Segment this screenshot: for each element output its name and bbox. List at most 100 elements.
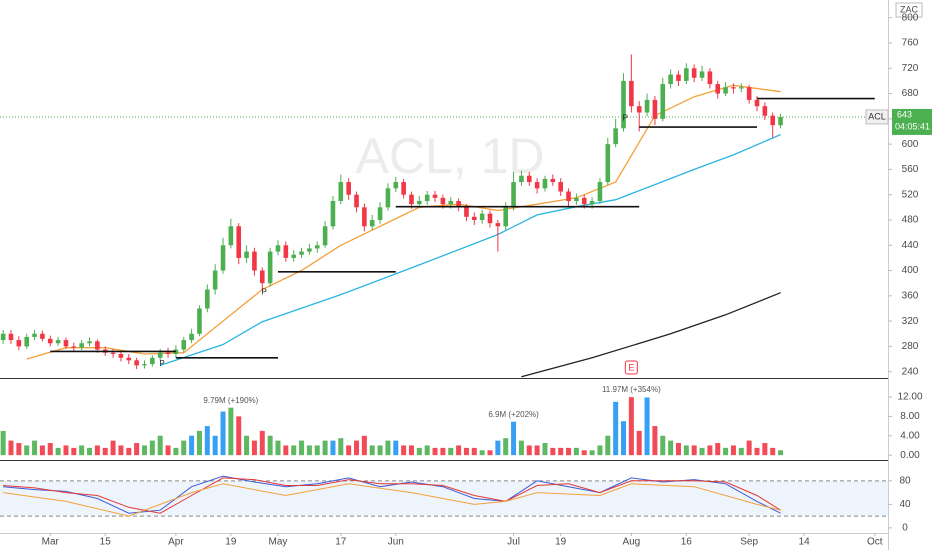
candle-body	[511, 182, 516, 208]
candle-body	[448, 201, 454, 205]
y-tick-label: 320	[902, 316, 919, 327]
candle-body	[181, 340, 187, 350]
volume-bar	[644, 397, 650, 456]
candle-body	[55, 340, 61, 344]
oscillator-line	[3, 475, 781, 514]
volume-bar	[495, 440, 501, 456]
candle-body	[393, 182, 399, 189]
volume-bar	[275, 440, 281, 456]
candle-body	[126, 357, 132, 361]
volume-bar	[55, 447, 61, 456]
candle-body	[715, 84, 721, 94]
volume-bar	[118, 445, 124, 456]
volume-bar	[369, 445, 375, 456]
candle-body	[134, 360, 139, 366]
candle-body	[322, 226, 328, 246]
volume-bar	[691, 445, 697, 456]
x-tick-label: Apr	[168, 537, 184, 548]
x-tick-label: 15	[100, 537, 112, 548]
candle-body	[157, 352, 163, 358]
candle-body	[71, 346, 77, 348]
candle-body	[47, 338, 53, 344]
volume-bar	[157, 435, 163, 456]
volume-bar	[63, 445, 69, 456]
candle-body	[267, 251, 273, 284]
volume-bar	[448, 447, 454, 456]
volume-bar	[699, 447, 705, 456]
x-tick-label: 17	[335, 537, 347, 548]
tag-box[interactable]	[895, 2, 923, 18]
pivot-marker: P	[159, 359, 164, 368]
volume-bar	[573, 447, 579, 456]
y-tick-label: 80	[899, 475, 911, 486]
candle-body	[566, 191, 571, 202]
x-tick-label: Sep	[740, 537, 758, 548]
volume-bar	[204, 426, 210, 456]
candle-body	[589, 201, 595, 205]
x-tick-label: Jul	[507, 537, 520, 548]
volume-bar	[746, 440, 752, 456]
candle-body	[684, 68, 689, 81]
y-tick-label: 8.00	[900, 411, 920, 422]
volume-bar	[267, 435, 273, 456]
candle-body	[142, 364, 147, 366]
candle-body	[574, 197, 579, 202]
candle-body	[770, 115, 776, 126]
candle-body	[762, 106, 768, 116]
volume-bar	[487, 450, 493, 456]
price-box	[892, 108, 932, 135]
y-tick-label: 40	[899, 499, 911, 510]
earnings-marker: E	[628, 362, 634, 372]
candle-body	[409, 194, 414, 205]
volume-bar	[16, 443, 22, 456]
volume-bar	[628, 397, 634, 456]
volume-bar	[683, 445, 689, 456]
candle-body	[754, 99, 760, 107]
volume-bar	[770, 447, 776, 456]
volume-bar	[408, 445, 414, 456]
candle-body	[259, 270, 265, 284]
volume-bar	[471, 447, 477, 456]
candle-body	[731, 87, 736, 89]
candle-body	[456, 201, 461, 208]
y-tick-label: 720	[902, 63, 919, 74]
volume-bar	[251, 440, 257, 456]
volume-bar	[165, 445, 171, 456]
candle-body	[205, 289, 210, 309]
volume-bar	[589, 450, 595, 456]
candle-body	[63, 340, 69, 347]
volume-annotation: 11.97M (+354%)	[602, 385, 661, 394]
y-tick-label: 360	[902, 290, 919, 301]
volume-bar	[526, 445, 532, 456]
watermark: ACL, 1D	[356, 128, 545, 184]
volume-bar	[754, 447, 760, 456]
y-tick-label: 4.00	[900, 430, 920, 441]
candle-body	[118, 353, 124, 358]
candle-body	[236, 226, 242, 258]
volume-bar	[322, 440, 328, 456]
candle-body	[283, 245, 289, 258]
candle-body	[660, 84, 666, 119]
volume-bar	[393, 440, 399, 456]
candle-body	[472, 216, 477, 220]
candle-body	[644, 99, 650, 113]
candle-body	[526, 175, 532, 183]
volume-bar	[432, 447, 438, 456]
volume-bar	[330, 440, 336, 456]
moving-average	[521, 292, 781, 378]
candle-body	[87, 341, 92, 344]
volume-bar	[32, 440, 38, 456]
y-tick-label: 0.00	[900, 450, 920, 461]
tag[interactable]: ZAC	[900, 4, 919, 14]
x-tick-label: Aug	[622, 537, 640, 548]
volume-bar	[189, 435, 195, 456]
volume-bar	[597, 445, 603, 456]
candle-body	[212, 270, 218, 290]
volume-bar	[605, 435, 611, 456]
volume-bar	[47, 443, 53, 456]
volume-bar	[299, 440, 305, 456]
y-tick-label: 280	[902, 341, 919, 352]
candle-body	[417, 201, 422, 205]
